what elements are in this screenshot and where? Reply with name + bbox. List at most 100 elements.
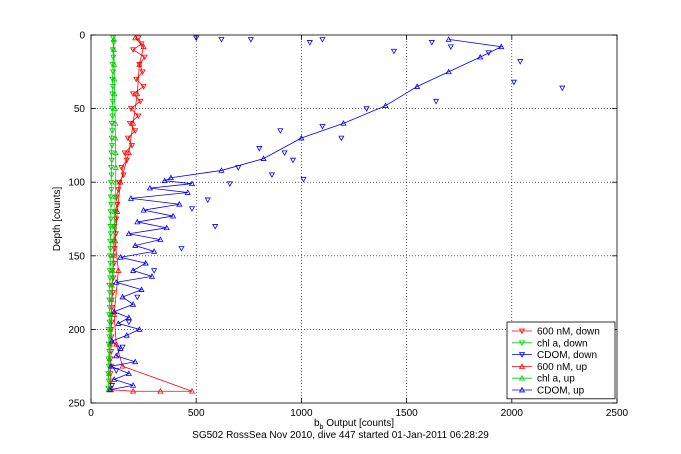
legend-box <box>506 321 616 400</box>
data-point <box>188 206 196 212</box>
data-point <box>204 197 211 204</box>
legend-marker <box>518 352 526 358</box>
data-point <box>139 69 146 76</box>
legend-marker <box>518 363 526 369</box>
x-tick-label: 2500 <box>606 408 629 419</box>
data-point <box>111 376 118 382</box>
legend-marker <box>518 340 526 347</box>
data-point <box>107 231 114 237</box>
plot-frame <box>90 34 618 404</box>
y-tick-label: 250 <box>68 399 85 410</box>
data-point <box>382 102 389 108</box>
data-point <box>138 286 145 292</box>
data-point <box>135 113 142 120</box>
x-tick-label: 0 <box>88 408 94 419</box>
data-point <box>108 157 115 164</box>
data-point <box>109 128 116 134</box>
legend-entry: CDOM, up <box>512 386 585 397</box>
y-tick-label: 50 <box>74 104 86 115</box>
data-point <box>111 90 118 97</box>
data-point <box>138 41 145 48</box>
data-point <box>107 179 115 186</box>
data-point <box>110 252 117 259</box>
data-point <box>161 177 168 184</box>
data-point <box>108 282 116 288</box>
data-point <box>135 35 142 42</box>
data-point <box>338 135 345 142</box>
data-point <box>428 40 435 46</box>
data-point <box>510 79 517 86</box>
data-point <box>111 223 118 229</box>
data-point <box>146 184 153 191</box>
data-point <box>109 113 116 120</box>
legend-label: 600 nM, up <box>537 362 587 373</box>
x-axis-label-rest: Output [counts] <box>323 418 394 429</box>
data-point <box>111 311 118 317</box>
data-point <box>117 178 124 185</box>
data-point <box>130 120 137 126</box>
data-point <box>277 128 284 134</box>
data-point <box>127 106 135 112</box>
data-point <box>113 279 120 285</box>
data-point <box>340 120 347 126</box>
data-point <box>109 98 116 105</box>
data-point <box>107 326 114 332</box>
data-point <box>140 206 147 213</box>
data-point <box>124 135 131 142</box>
axes: 0 500 1000 1500 2000 2500 0 50 100 150 200 250 <box>68 31 628 420</box>
data-point <box>113 216 120 223</box>
data-point <box>112 149 119 156</box>
data-point <box>119 362 126 369</box>
data-point <box>106 349 113 355</box>
data-point <box>141 54 148 61</box>
data-point <box>212 224 219 230</box>
data-point <box>127 195 135 201</box>
y-axis-label: Depth [counts] <box>52 187 63 252</box>
data-point <box>130 301 137 307</box>
x-tick-label: 2000 <box>501 408 524 419</box>
data-point <box>110 237 117 244</box>
data-point <box>137 98 144 105</box>
data-point <box>108 143 116 149</box>
data-point <box>247 37 254 43</box>
data-point <box>108 165 115 171</box>
data-point <box>167 174 175 181</box>
x-axis-label-main: b <box>314 418 320 429</box>
data-point <box>218 167 225 173</box>
legend-marker <box>518 328 526 335</box>
data-point <box>110 46 118 53</box>
data-point <box>110 36 117 42</box>
data-point <box>106 355 113 362</box>
data-point <box>112 134 119 141</box>
legend-entry: 600 nM, down <box>512 327 600 338</box>
data-point <box>414 83 421 89</box>
data-point <box>134 90 141 97</box>
data-point <box>106 340 114 347</box>
data-point <box>132 242 139 248</box>
data-point <box>110 54 117 61</box>
data-point <box>107 224 114 230</box>
data-point <box>163 224 170 231</box>
data-point <box>108 337 116 344</box>
data-point <box>108 383 116 389</box>
data-point <box>125 314 132 320</box>
legend-label: 600 nM, down <box>537 327 600 338</box>
legend-entry: chl a, up <box>512 374 575 385</box>
legend-marker <box>518 374 526 381</box>
legend-label: chl a, down <box>537 338 588 349</box>
data-point <box>113 352 120 359</box>
data-point <box>256 146 263 152</box>
data-point <box>108 150 115 156</box>
data-point <box>112 164 119 170</box>
data-point <box>125 319 132 326</box>
data-point <box>111 208 118 214</box>
data-point <box>125 149 132 156</box>
data-point <box>128 143 136 149</box>
data-point <box>132 34 139 41</box>
data-point <box>119 293 126 300</box>
data-point <box>136 326 143 332</box>
legend-entry: chl a, down <box>512 338 588 349</box>
data-point <box>260 155 267 161</box>
data-point <box>140 84 147 90</box>
